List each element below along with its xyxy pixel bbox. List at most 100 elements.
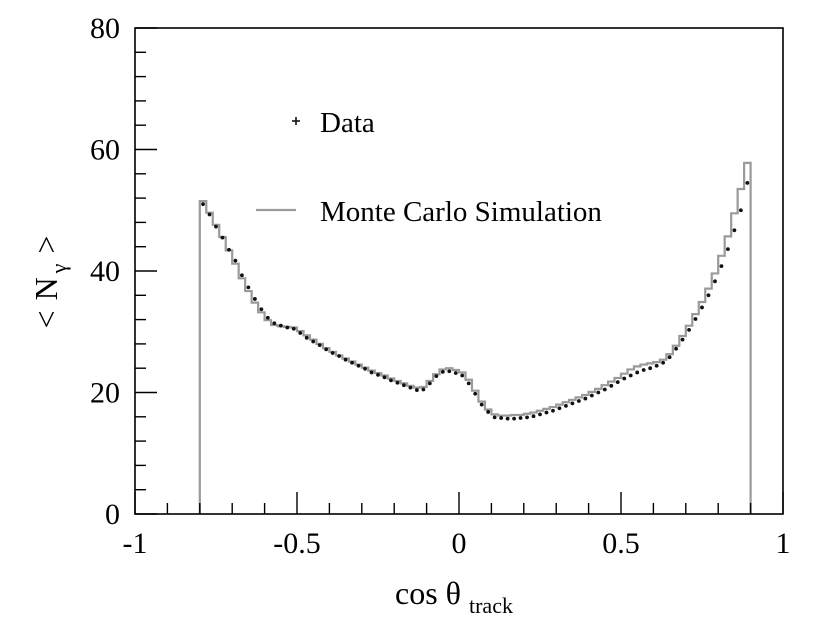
data-point <box>745 181 750 185</box>
data-point <box>350 360 354 365</box>
series-data <box>201 181 750 421</box>
y-axis-title-sub: γ <box>46 263 71 274</box>
x-axis-title-sub: track <box>469 593 513 618</box>
data-point <box>538 412 542 417</box>
x-tick-label: 0 <box>452 527 467 560</box>
data-point <box>570 401 575 406</box>
data-point <box>298 331 303 335</box>
data-point <box>512 416 516 421</box>
data-point <box>602 387 607 392</box>
data-point <box>214 224 218 229</box>
data-point <box>265 315 270 320</box>
data-point <box>674 346 678 351</box>
data-point <box>291 326 296 331</box>
data-point <box>285 325 290 330</box>
data-point <box>551 408 555 413</box>
data-point <box>466 381 471 386</box>
data-point <box>713 279 717 284</box>
plot-frame <box>134 27 784 515</box>
data-point <box>311 339 316 344</box>
data-point <box>356 363 361 368</box>
monte-carlo-step-line <box>198 161 752 514</box>
data-point <box>201 202 205 207</box>
data-point <box>732 228 737 233</box>
data-point <box>635 370 640 375</box>
x-axis-title: cos θ track <box>395 575 513 618</box>
data-point <box>706 293 711 298</box>
data-point <box>382 375 387 380</box>
data-point <box>460 373 465 378</box>
data-point <box>525 415 529 420</box>
data-point <box>564 403 568 408</box>
data-point <box>220 235 225 240</box>
legend-monte-carlo-label: Monte Carlo Simulation <box>320 196 602 228</box>
data-point <box>408 385 413 390</box>
data-point <box>453 371 458 375</box>
data-point <box>479 402 484 407</box>
data-point <box>369 370 374 375</box>
data-point <box>628 373 633 378</box>
y-axis-title: < N γ > <box>28 236 71 329</box>
data-point <box>414 388 419 392</box>
data-point <box>278 323 283 328</box>
data-point <box>641 368 646 372</box>
data-point <box>589 393 594 398</box>
data-point <box>207 212 212 217</box>
y-tick-label: 0 <box>105 498 120 531</box>
y-tick-label: 40 <box>90 255 120 288</box>
data-point <box>615 380 620 385</box>
data-point <box>531 414 536 419</box>
data-point <box>395 380 400 385</box>
data-point <box>240 273 244 278</box>
data-point <box>680 337 685 342</box>
y-axis-title-suffix: > <box>28 236 64 254</box>
data-point <box>719 264 724 269</box>
data-point <box>330 351 335 355</box>
data-point <box>693 317 698 321</box>
data-point <box>492 415 497 420</box>
data-point <box>557 406 562 411</box>
x-tick-label: 1 <box>776 527 791 560</box>
data-point <box>576 399 581 403</box>
y-tick-label: 20 <box>90 377 120 410</box>
data-point <box>402 383 406 388</box>
data-point <box>667 355 672 360</box>
y-axis-title-prefix: < <box>28 310 64 328</box>
x-tick-label: -1 <box>123 527 148 560</box>
data-point <box>654 363 659 368</box>
data-point <box>427 381 432 386</box>
data-point <box>499 416 504 420</box>
ticks: -1 -0.5 0 0.5 1 0 20 40 60 80 <box>90 12 791 560</box>
y-axis-title-symbol: N <box>28 277 64 300</box>
data-point <box>726 247 730 252</box>
data-point <box>486 410 491 414</box>
data-point <box>518 416 523 420</box>
data-point <box>272 321 277 326</box>
data-point <box>505 416 510 421</box>
data-point <box>363 366 367 371</box>
data-point <box>687 328 691 332</box>
x-tick-label: 0.5 <box>602 527 640 560</box>
data-point <box>246 285 251 290</box>
axes <box>134 27 784 515</box>
x-tick-label: -0.5 <box>273 527 321 560</box>
data-point <box>700 305 704 310</box>
y-tick-label: 80 <box>90 12 120 45</box>
data-point <box>376 372 380 377</box>
data-point <box>473 391 478 396</box>
data-point <box>544 410 549 415</box>
data-point <box>317 343 322 348</box>
data-point <box>389 378 393 383</box>
data-point <box>648 366 653 371</box>
data-point <box>252 297 257 301</box>
x-axis-title-main: cos θ <box>395 575 461 611</box>
data-point <box>233 258 238 263</box>
data-point <box>324 347 329 352</box>
data-point <box>304 335 309 340</box>
data-point <box>622 376 627 381</box>
data-point <box>440 369 445 374</box>
data-point <box>596 390 601 395</box>
data-point <box>421 387 426 392</box>
legend: Data Monte Carlo Simulation <box>256 107 602 228</box>
